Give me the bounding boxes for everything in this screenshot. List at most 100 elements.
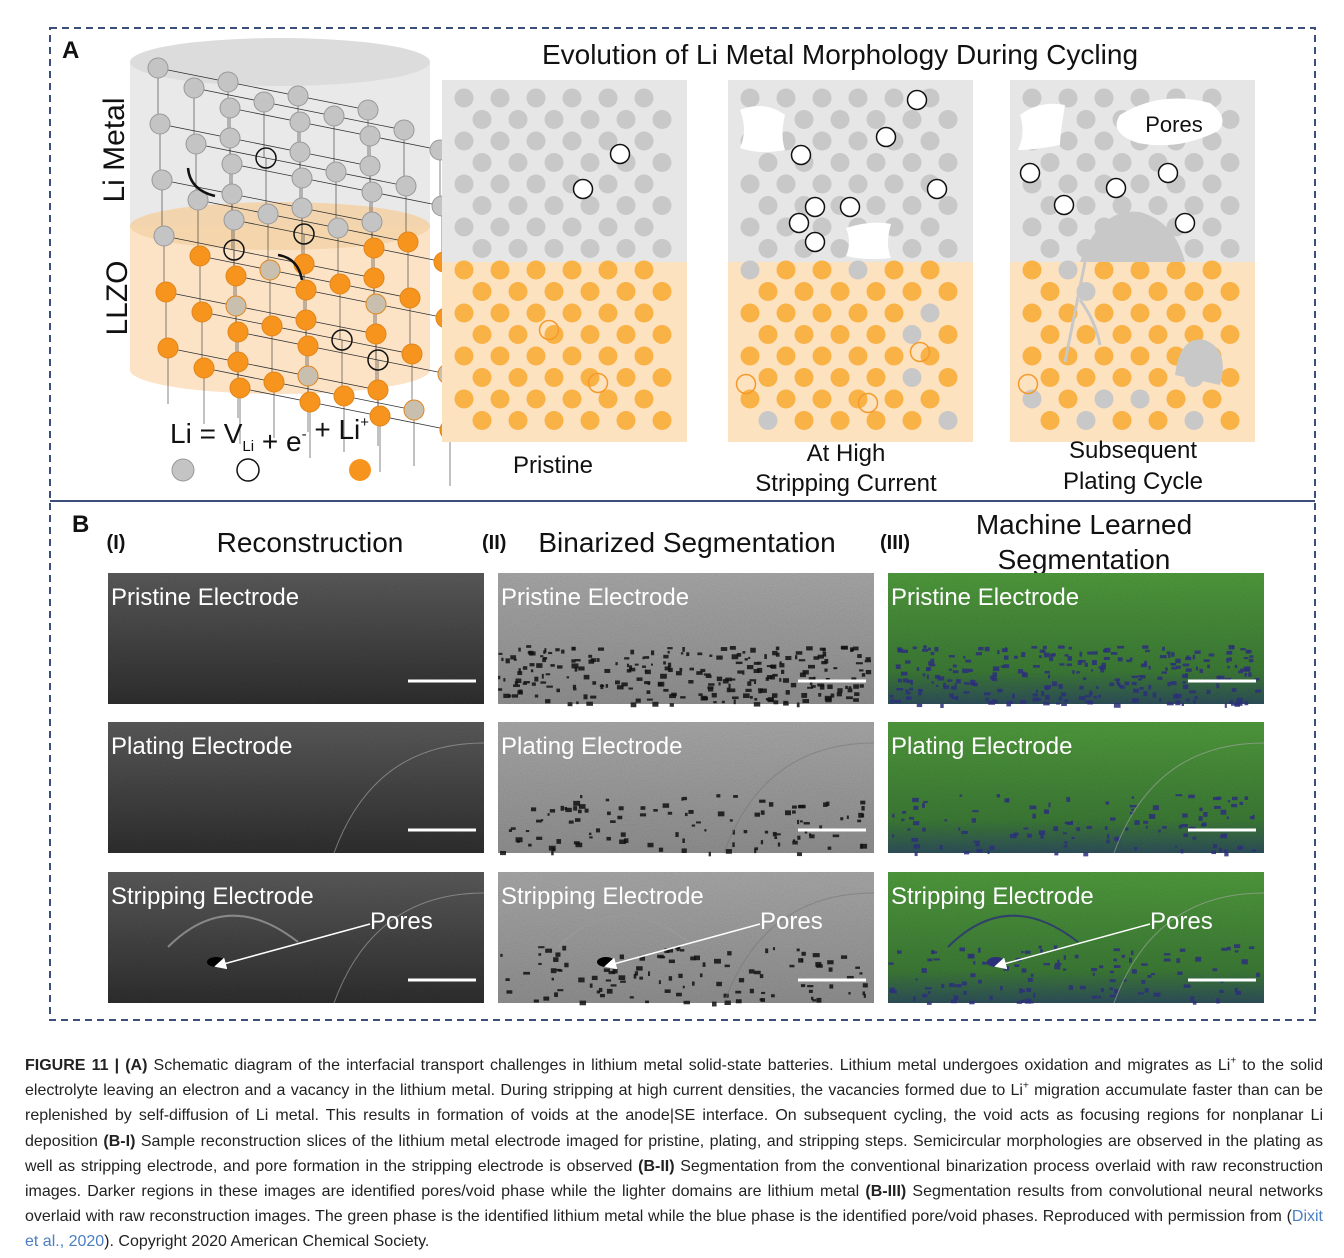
dot [867,282,886,301]
segmented-speck [716,982,722,986]
segmented-speck [759,800,765,803]
dot [1203,175,1222,194]
segmented-speck [968,669,972,672]
segmented-speck [1025,999,1032,1004]
segmented-speck [808,665,815,669]
atom [366,294,386,314]
segmented-speck [1183,833,1188,837]
dot [777,347,796,366]
segmented-speck [541,819,543,821]
dot [885,261,904,280]
segmented-speck [600,994,605,997]
atom [362,182,382,202]
segmented-speck [809,990,813,993]
segmented-speck [536,837,542,840]
dot [759,196,778,215]
dot [635,89,654,108]
segmented-speck [1040,949,1043,953]
atom [150,114,170,134]
atom [290,112,310,132]
segmented-speck [1092,996,1097,999]
dot [1077,368,1096,387]
dot [1185,239,1204,258]
segmented-speck [514,659,517,661]
atom [222,154,242,174]
segmented-speck [963,991,966,995]
segmented-speck [501,658,503,661]
side-label: LLZO [101,260,134,335]
segmented-speck [1229,645,1235,649]
segmented-speck [742,670,744,674]
segmented-speck [1195,957,1201,962]
segmented-speck [732,842,734,847]
dot [1203,304,1222,323]
dot [545,325,564,344]
segmented-speck [816,998,821,1003]
segmented-speck [1019,988,1023,993]
segmented-speck [754,681,756,684]
segmented-speck [976,652,982,655]
vacancy [806,233,825,252]
segmented-speck [523,666,527,670]
dot [1131,347,1150,366]
segmented-speck [1021,652,1025,657]
segmented-speck [523,972,530,975]
dot [1023,304,1042,323]
segmented-speck [1195,651,1201,654]
segmented-speck [1076,827,1080,831]
segmented-speck [917,667,920,671]
segmented-speck [1085,695,1091,697]
segmented-speck [831,694,835,698]
segmented-speck [1249,659,1253,662]
dot [1077,196,1096,215]
segmented-speck [660,674,667,679]
segmented-speck [1055,963,1062,965]
segmented-speck [1207,665,1210,669]
dot [635,175,654,194]
segmented-speck [701,696,708,701]
dot [867,196,886,215]
segmented-speck [1087,826,1092,829]
segmented-speck [943,685,949,689]
dot [1113,153,1132,172]
segmented-speck [1143,821,1148,824]
segmented-speck [1002,648,1008,652]
dot [795,368,814,387]
dot [545,282,564,301]
atom [362,212,382,232]
segmented-speck [1040,834,1043,839]
caption-bold: (B-II) [638,1158,674,1175]
segmented-speck [779,663,784,667]
segmented-speck [913,647,917,650]
segmented-speck [700,669,705,672]
segmented-speck [535,695,538,698]
dot [1041,239,1060,258]
segmented-speck [890,699,893,704]
segmented-speck [1186,699,1189,702]
segmented-speck [764,654,767,659]
segmented-speck [1202,822,1207,825]
segmented-speck [809,834,814,838]
segmented-speck [807,985,813,987]
segmented-speck [1064,955,1066,960]
segmented-speck [698,693,702,696]
segmented-speck [951,686,957,690]
segmented-speck [668,812,672,815]
segmented-speck [574,841,580,844]
segmented-speck [1220,835,1227,838]
segmented-speck [962,669,968,674]
dot [939,325,958,344]
dot [921,390,940,409]
dot [795,282,814,301]
segmented-speck [1177,971,1182,975]
segmented-speck [609,971,616,974]
segmented-speck [545,699,550,703]
segmented-speck [1059,663,1064,665]
segmented-speck [837,688,842,693]
atom [366,324,386,344]
segmented-speck [853,684,859,688]
segmented-speck [696,821,701,823]
segmented-speck [1110,995,1117,998]
segmented-speck [1105,826,1108,830]
segmented-speck [815,962,821,967]
